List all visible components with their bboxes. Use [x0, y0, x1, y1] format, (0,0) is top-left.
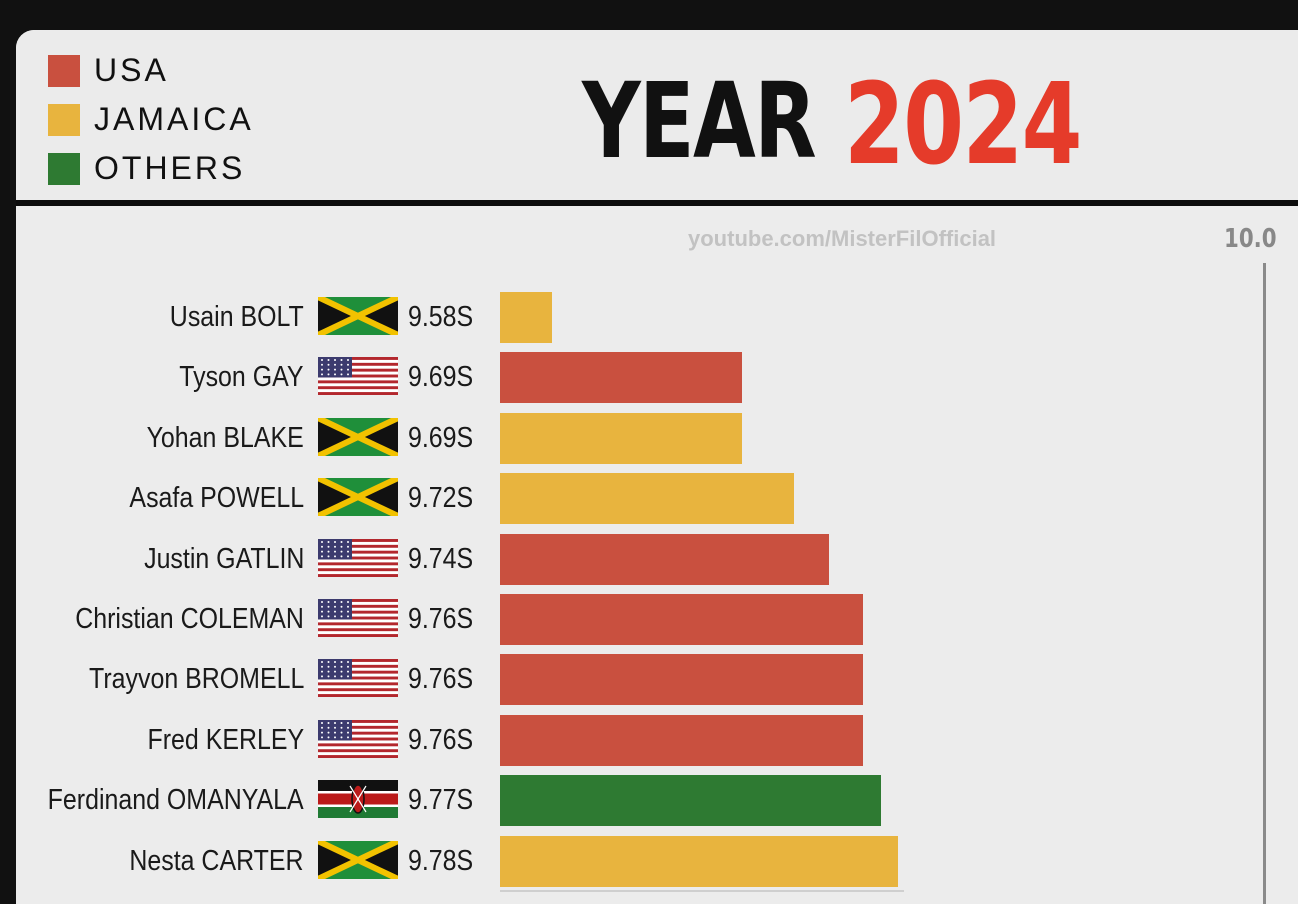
header: USA JAMAICA OTHERS YEAR 2024 [16, 30, 1298, 200]
bar-row: Justin GATLIN 9.74S [16, 532, 1298, 586]
axis-reference-line [1263, 263, 1266, 904]
time-value-label: 9.74S [408, 542, 474, 575]
athlete-name-label: Yohan BLAKE [146, 421, 304, 454]
athlete-name-label: Trayvon BROMELL [88, 663, 304, 696]
chart-title: YEAR 2024 [582, 60, 1082, 190]
time-value-label: 9.76S [408, 663, 474, 696]
bar-row: Ferdinand OMANYALA 9.77S [16, 773, 1298, 827]
legend-item-jamaica: JAMAICA [48, 95, 254, 144]
watermark-text: youtube.com/MisterFilOfficial [688, 226, 997, 251]
axis-reference-label: 10.0 [1224, 224, 1277, 254]
athlete-name-label: Justin GATLIN [143, 542, 304, 575]
title-year: 2024 [844, 60, 1082, 190]
bar [500, 835, 898, 887]
time-value-label: 9.69S [408, 361, 474, 394]
legend-item-others: OTHERS [48, 144, 254, 193]
bar-row: Fred KERLEY 9.76S [16, 713, 1298, 767]
bar [500, 473, 795, 525]
bar [500, 594, 864, 645]
legend-label-others: OTHERS [94, 150, 246, 186]
legend-item-usa: USA [48, 46, 254, 95]
jamaica-flag-icon [318, 840, 398, 879]
athlete-name-label: Fred KERLEY [147, 723, 304, 756]
bar-row: Nesta CARTER 9.78S [16, 834, 1298, 888]
legend-swatch-others [48, 152, 80, 185]
kenya-flag-icon [318, 780, 398, 819]
jamaica-flag-icon [318, 478, 398, 517]
legend-swatch-jamaica [48, 103, 80, 136]
usa-flag-icon [318, 357, 398, 396]
usa-flag-icon [318, 659, 398, 698]
time-value-label: 9.58S [408, 301, 474, 333]
bar [500, 533, 829, 585]
chart-panel: USA JAMAICA OTHERS YEAR 2024 youtube.com… [16, 30, 1298, 904]
header-divider [16, 200, 1298, 206]
usa-flag-icon [318, 719, 398, 758]
athlete-name-label: Usain BOLT [170, 301, 304, 333]
legend: USA JAMAICA OTHERS [48, 46, 254, 193]
usa-flag-icon [318, 538, 398, 577]
jamaica-flag-icon [318, 297, 398, 335]
time-value-label: 9.69S [408, 421, 474, 454]
bar-row: Christian COLEMAN 9.76S [16, 592, 1298, 646]
bar-row: Asafa POWELL 9.72S [16, 471, 1298, 525]
time-value-label: 9.77S [408, 784, 474, 817]
bar-row: Tyson GAY 9.69S [16, 350, 1298, 404]
legend-swatch-usa [48, 54, 80, 87]
bar [500, 714, 864, 766]
legend-label-jamaica: JAMAICA [94, 101, 254, 137]
bar-row: Usain BOLT 9.58S [16, 290, 1298, 344]
athlete-name-label: Christian COLEMAN [75, 603, 304, 635]
time-value-label: 9.76S [408, 603, 474, 635]
bar [500, 352, 743, 404]
time-value-label: 9.76S [408, 723, 474, 756]
time-value-label: 9.78S [408, 844, 474, 877]
bar [500, 654, 864, 706]
bar [500, 292, 552, 343]
title-word: YEAR [582, 60, 817, 182]
athlete-name-label: Asafa POWELL [129, 482, 304, 515]
athlete-name-label: Ferdinand OMANYALA [48, 784, 304, 817]
bar [500, 412, 743, 464]
jamaica-flag-icon [318, 417, 398, 456]
time-value-label: 9.72S [408, 482, 474, 515]
athlete-name-label: Nesta CARTER [129, 844, 304, 877]
bar-row: Yohan BLAKE 9.69S [16, 411, 1298, 465]
usa-flag-icon [318, 599, 398, 637]
bar-row: Trayvon BROMELL 9.76S [16, 652, 1298, 706]
athlete-name-label: Tyson GAY [179, 361, 304, 394]
chart-baseline [500, 890, 904, 892]
legend-label-usa: USA [94, 52, 169, 88]
bar [500, 775, 881, 827]
